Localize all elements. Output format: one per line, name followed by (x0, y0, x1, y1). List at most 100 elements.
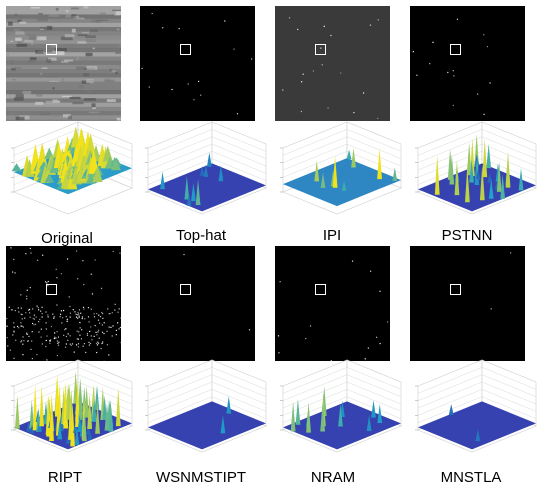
image-background (275, 246, 390, 361)
surface-spike (49, 393, 54, 441)
surface-spike (108, 406, 114, 432)
image-background (140, 6, 255, 121)
image-background (410, 6, 525, 121)
surface-spike (57, 420, 63, 440)
surface-spike (346, 149, 352, 160)
surface-spike (474, 133, 480, 167)
surface-spike (351, 148, 356, 168)
surface-spike (81, 409, 87, 442)
surface-spike (469, 160, 475, 183)
surface-spike (195, 178, 201, 206)
surface-spike (454, 160, 460, 196)
caption-mnstla: MNSTLA (440, 469, 502, 486)
surface-spike (377, 404, 383, 423)
surface-spike (306, 402, 311, 433)
surface-spike (479, 164, 485, 201)
image-background (410, 246, 525, 361)
surface-spike (199, 166, 205, 176)
surface-spike (70, 404, 76, 447)
roi-box (450, 284, 461, 295)
surface-spike (482, 139, 488, 178)
roi-box (315, 284, 326, 295)
image-wsnmstipt (140, 246, 255, 361)
image-background (140, 246, 255, 361)
caption-original: Original (41, 230, 93, 247)
surface-spike (62, 136, 73, 161)
surface-spike (44, 147, 55, 159)
caption-top-hat: Top-hat (175, 227, 227, 244)
surface-base (148, 401, 266, 450)
surface-spike (487, 173, 492, 183)
surface-spike (218, 165, 224, 182)
surface-spike (434, 155, 440, 195)
caption-pstnn: PSTNN (441, 227, 493, 244)
surface-spike (226, 396, 232, 414)
surface-spike (94, 385, 100, 411)
roi-box (46, 284, 57, 295)
surface-spike (77, 378, 83, 409)
image-nram (275, 246, 390, 361)
surface-plot-ript (0, 359, 140, 460)
surface-spike (29, 424, 35, 434)
surface-spike (290, 401, 296, 432)
surface-spike (191, 182, 196, 202)
roi-box (180, 44, 191, 55)
caption-wsnmstipt: WSNMSTIPT (156, 469, 246, 486)
image-ript (6, 246, 121, 361)
surface-spike (39, 385, 45, 427)
surface-plot-top-hat (134, 121, 274, 222)
surface-spike (206, 152, 212, 167)
surface-spike (102, 395, 108, 420)
surface-spike (320, 402, 326, 432)
surface-base (148, 163, 266, 212)
surface-spike (341, 181, 347, 191)
surface-spike (488, 178, 494, 199)
surface-spike (102, 145, 113, 162)
surface-plot-ipi (269, 121, 409, 222)
surface-spike (88, 147, 99, 174)
surface-spike (366, 414, 372, 432)
surface-spike (160, 171, 165, 190)
surface-spike (87, 430, 93, 440)
roi-box (46, 44, 57, 55)
surface-plot-mnstla (404, 359, 544, 460)
surface-spike (110, 158, 121, 171)
surface-plot-wsnmstipt (134, 359, 274, 460)
surface-spike (77, 414, 83, 432)
roi-box (450, 44, 461, 55)
surface-spike (74, 427, 80, 446)
surface-spike (295, 398, 301, 425)
image-top-hat (140, 6, 255, 121)
caption-ript: RIPT (47, 469, 83, 486)
surface-spike (392, 167, 398, 182)
surface-spike (496, 161, 502, 192)
roi-box (180, 284, 191, 295)
caption-ipi: IPI (322, 227, 342, 244)
surface-spike (332, 155, 338, 188)
surface-spike (500, 174, 506, 199)
roi-box (315, 44, 326, 55)
surface-spike (44, 173, 55, 183)
surface-spike (184, 176, 190, 200)
surface-spike (84, 385, 90, 418)
surface-spike (518, 168, 524, 191)
surface-spike (486, 144, 492, 169)
surface-spike (338, 403, 343, 427)
surface-spike (11, 163, 22, 172)
surface-spike (448, 404, 454, 415)
image-original (6, 6, 121, 121)
surface-spike (37, 142, 48, 166)
surface-spike (14, 395, 20, 429)
surface-spike (26, 422, 32, 432)
image-mnstla (410, 246, 525, 361)
image-pstnn (410, 6, 525, 121)
surface-plot-pstnn (404, 121, 544, 222)
surface-plot-original (0, 121, 140, 222)
surface-spike (29, 400, 35, 429)
surface-spike (466, 142, 472, 176)
surface-spike (220, 415, 226, 434)
surface-base (418, 401, 536, 450)
image-background (6, 246, 121, 361)
image-background (275, 6, 390, 121)
surface-spike (92, 165, 103, 182)
